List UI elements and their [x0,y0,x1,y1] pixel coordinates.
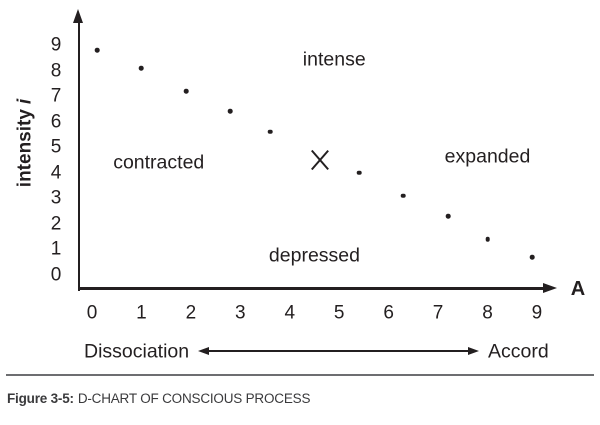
data-dot [445,213,451,219]
data-dot [401,193,406,199]
y-axis-title: intensity i [14,98,36,188]
y-tick-label: 0 [50,264,62,286]
y-tick-label: 4 [50,162,62,184]
x-axis-line [77,287,546,290]
y-axis-title-text: intensity [14,109,36,188]
data-dot [529,254,535,260]
caption-text: D-CHART OF CONSCIOUS PROCESS [77,391,311,406]
x-tick-label: 3 [235,302,246,324]
data-dot [228,109,233,114]
y-tick-label: 1 [50,238,62,260]
figure-divider [6,374,594,376]
region-label-contracted: contracted [113,150,205,173]
data-dot [356,170,362,176]
x-tick-label: 0 [86,302,98,324]
data-dot [183,88,189,94]
data-dot [485,236,490,242]
y-tick-label: 8 [50,60,62,82]
double-arrow-line [207,350,470,352]
y-tick-label: 6 [50,111,62,133]
data-dot [267,129,273,135]
figure-caption: Figure 3-5: D-CHART OF CONSCIOUS PROCESS [7,392,310,406]
y-tick-label: 2 [50,213,62,235]
y-tick-label: 9 [50,34,62,56]
dissociation-label: Dissociation [84,340,190,363]
y-tick-label: 7 [50,85,62,107]
data-dot [94,47,100,53]
x-tick-label: 6 [383,302,394,324]
right-arrowhead-icon [468,346,479,355]
y-axis-variable: i [14,98,36,105]
caption-label: Figure 3-5: [7,391,74,406]
x-axis-title: A [570,278,586,300]
y-tick-label: 5 [50,136,62,158]
x-tick-label: 1 [136,302,147,324]
x-tick-label: 8 [482,302,493,324]
region-label-expanded: expanded [444,145,531,168]
x-tick-label: 7 [432,302,444,324]
region-label-depressed: depressed [268,244,361,267]
data-dot [139,65,144,71]
y-tick-label: 3 [50,187,62,209]
accord-label: Accord [488,340,549,363]
region-label-intense: intense [302,48,366,71]
x-tick-label: 2 [185,302,197,324]
x-tick-label: 4 [284,302,296,324]
y-axis-arrowhead-icon [73,9,84,23]
x-tick-label: 5 [333,302,345,324]
x-tick-label: 9 [531,302,543,324]
x-marker-icon [309,149,329,170]
y-axis-line [77,18,81,291]
x-axis-arrowhead-icon [543,282,557,293]
left-arrowhead-icon [198,346,209,355]
